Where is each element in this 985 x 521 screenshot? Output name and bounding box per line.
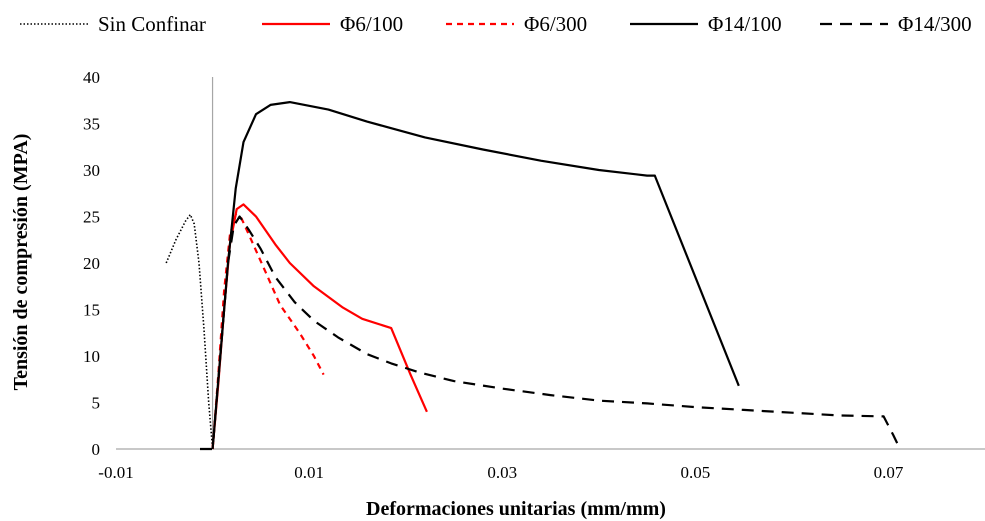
series-line <box>211 213 325 450</box>
series-line <box>165 213 214 450</box>
y-tick-label: 40 <box>83 68 100 87</box>
y-tick-label: 30 <box>83 161 100 180</box>
series-line <box>200 215 901 451</box>
y-tick-label: 5 <box>92 394 101 413</box>
x-tick-label: 0.05 <box>680 463 710 482</box>
legend-label: Φ6/300 <box>524 12 587 36</box>
legend-label: Sin Confinar <box>98 12 206 36</box>
x-tick-label: 0.01 <box>294 463 324 482</box>
legend: Sin Confinar Φ6/100 Φ6/300 Φ14/100 Φ14/300 <box>20 12 972 36</box>
x-tick-label: 0.07 <box>874 463 904 482</box>
y-tick-label: 35 <box>83 115 100 134</box>
axes: 0 5 10 15 20 25 30 35 40 -0.01 0.01 0.03 0.05 0.07 <box>83 68 985 482</box>
x-tick-label: -0.01 <box>98 463 133 482</box>
y-axis-title: Tensión de compresión (MPA) <box>10 134 32 391</box>
plot-area <box>165 100 901 451</box>
y-tick-label: 20 <box>83 254 100 273</box>
legend-label: Φ14/300 <box>898 12 972 36</box>
x-tick-label: 0.03 <box>487 463 517 482</box>
legend-label: Φ14/100 <box>708 12 782 36</box>
legend-label: Φ6/100 <box>340 12 403 36</box>
y-tick-label: 25 <box>83 208 100 227</box>
series-line <box>211 100 740 450</box>
x-axis-title: Deformaciones unitarias (mm/mm) <box>366 498 666 520</box>
y-tick-label: 10 <box>83 347 100 366</box>
y-tick-label: 0 <box>92 440 101 459</box>
series-line <box>211 203 428 450</box>
y-tick-label: 15 <box>83 301 100 320</box>
